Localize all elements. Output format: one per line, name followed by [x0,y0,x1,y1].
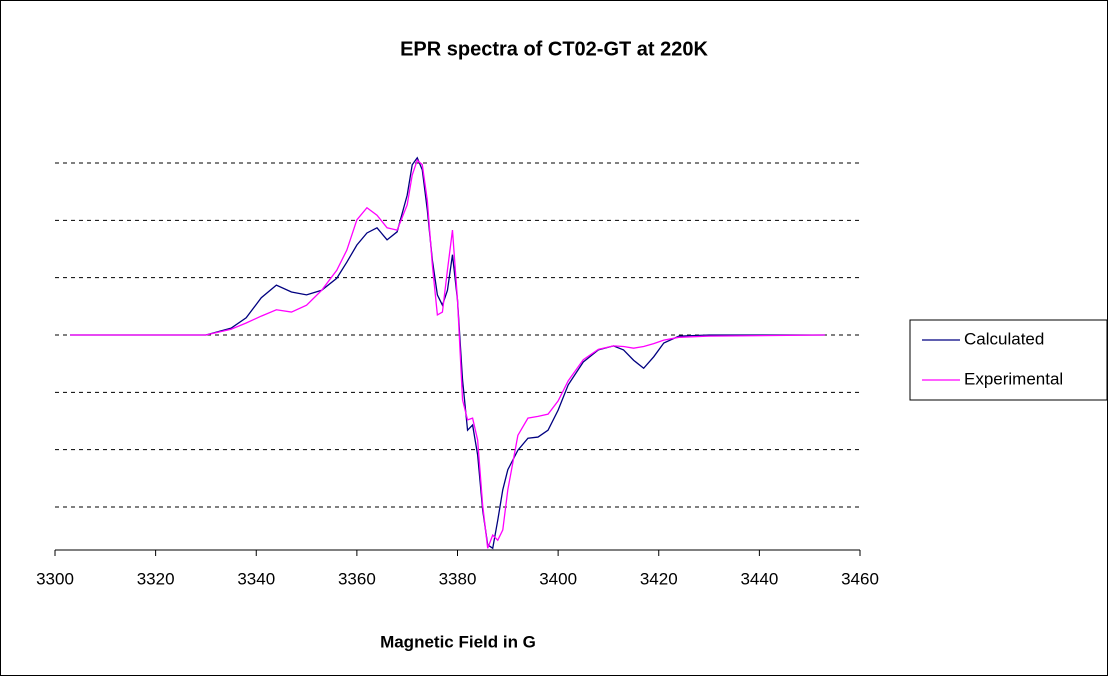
x-tick-label: 3460 [841,569,879,588]
x-axis-title: Magnetic Field in G [380,632,536,651]
series-line [70,159,825,549]
x-tick-label: 3320 [137,569,175,588]
chart-title: EPR spectra of CT02-GT at 220K [400,38,708,60]
x-tick-label: 3440 [740,569,778,588]
x-tick-label: 3300 [36,569,74,588]
legend-label: Experimental [964,369,1063,388]
legend-box [909,319,1108,401]
x-tick-label: 3360 [338,569,376,588]
x-tick-label: 3420 [640,569,678,588]
x-tick-label: 3340 [237,569,275,588]
x-tick-label: 3400 [539,569,577,588]
legend-label: Calculated [964,329,1044,348]
x-tick-label: 3380 [439,569,477,588]
